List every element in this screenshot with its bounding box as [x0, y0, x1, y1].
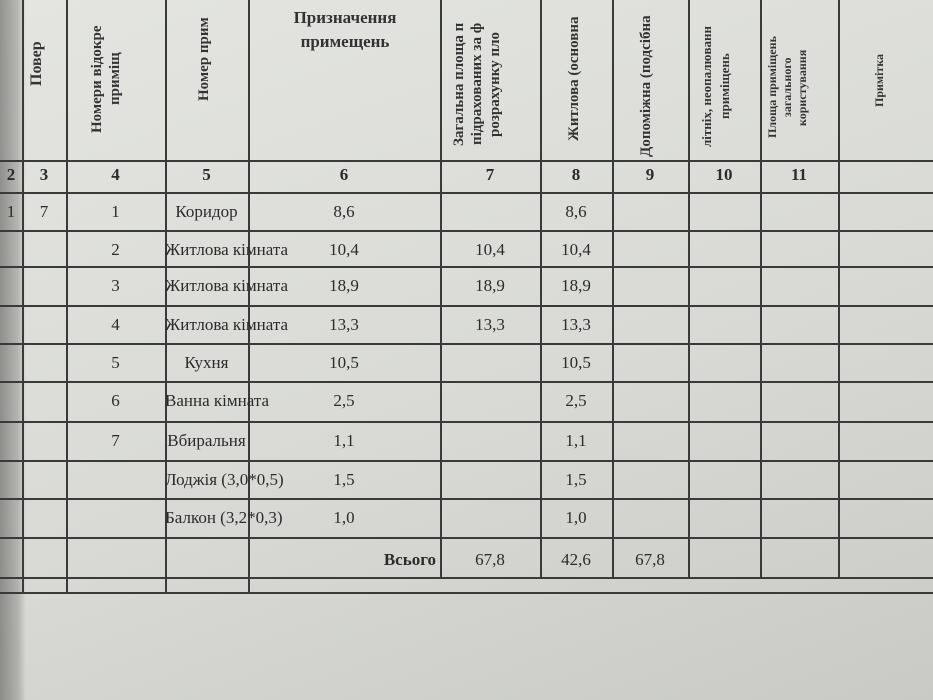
header-auxiliary-area: Допоміжна (подсібна [638, 15, 654, 158]
row-floor: 1 [6, 202, 16, 221]
row-living: 18,9 [475, 276, 505, 295]
row-living: 10,4 [475, 240, 505, 259]
column-number: 11 [790, 165, 808, 184]
table-row-line [0, 160, 933, 162]
row-total: 13,3 [329, 315, 359, 334]
table-column-line [22, 0, 24, 592]
page-edge-shadow [0, 0, 26, 700]
row-total: 10,4 [329, 240, 359, 259]
row-name: Коридор [175, 202, 238, 221]
table-row-line [0, 537, 933, 539]
row-aux: 1,1 [565, 431, 587, 450]
row-aux: 13,3 [561, 315, 591, 334]
row-total: 1,5 [333, 470, 355, 489]
row-num: 5 [111, 353, 120, 372]
row-name: Житлова кімната [165, 315, 289, 334]
row-aux: 1,5 [565, 470, 587, 489]
table-row-line [0, 343, 933, 345]
table-column-line [440, 0, 442, 577]
column-number: 9 [645, 165, 655, 184]
row-total: 1,0 [333, 508, 355, 527]
total-living: 42,6 [561, 550, 591, 569]
row-living: 13,3 [475, 315, 505, 334]
column-number: 7 [485, 165, 495, 184]
row-total: 8,6 [333, 202, 355, 221]
table-column-line [540, 0, 542, 577]
table-row-line [0, 305, 933, 307]
total-label: Всього [383, 550, 436, 569]
row-name: Лоджія (3,0*0,5) [165, 470, 284, 489]
row-aux: 2,5 [565, 391, 587, 410]
table-row-line [0, 230, 933, 232]
row-name: Балкон (3,2*0,3) [165, 508, 283, 527]
row-num: 3 [111, 276, 120, 295]
header-living-area: Житлова (основна [566, 16, 582, 142]
row-name: Житлова кімната [165, 276, 289, 295]
header-total-area: Загальна площа п підрахованих за ф розраху… [451, 22, 503, 146]
header-room-number: Номер прим [196, 17, 212, 101]
column-number: 8 [571, 165, 581, 184]
row-name: Ванна кімната [165, 391, 270, 410]
row-aux: 8,6 [565, 202, 587, 221]
header-room-purpose: Призначення примещень [293, 8, 397, 51]
row-num: 1 [111, 202, 120, 221]
table-row-line [0, 592, 933, 594]
table-column-line [838, 0, 840, 577]
row-name: Вбиральня [167, 431, 246, 450]
table-row-line [0, 266, 933, 268]
row-num: 6 [111, 391, 120, 410]
row-num: 7 [111, 431, 120, 450]
table-column-line [248, 0, 250, 592]
row-total: 1,1 [333, 431, 355, 450]
column-number: 10 [715, 165, 733, 184]
header-apartment-numbers: Номери відокре приміщ [89, 25, 123, 133]
header-common-area: Площа приміщень загального користування [765, 36, 809, 139]
table-column-line [165, 0, 167, 592]
row-name: Житлова кімната [165, 240, 289, 259]
table-row-line [0, 421, 933, 423]
table-row-line [0, 381, 933, 383]
row-aux: 10,5 [561, 353, 591, 372]
column-number: 5 [202, 165, 211, 184]
header-summer-rooms: літніх, неопалюванн приміщень [699, 26, 732, 147]
table-column-line [688, 0, 690, 577]
table-row-line [0, 498, 933, 500]
table-row-line [0, 460, 933, 462]
row-total: 10,5 [329, 353, 359, 372]
total-area: 67,8 [475, 550, 505, 569]
total-aux: 67,8 [635, 550, 665, 569]
row-name: Кухня [184, 353, 229, 372]
column-number: 2 [6, 165, 16, 184]
row-total: 2,5 [333, 391, 355, 410]
row-num: 2 [111, 240, 120, 259]
row-aux: 10,4 [561, 240, 591, 259]
table-column-line [66, 0, 68, 592]
row-total: 18,9 [329, 276, 359, 295]
row-aux: 18,9 [561, 276, 591, 295]
column-number: 4 [111, 165, 120, 184]
column-number: 6 [339, 165, 349, 184]
header-floor: Повер [28, 41, 45, 87]
row-num: 4 [111, 315, 120, 334]
row-aux: 1,0 [565, 508, 587, 527]
table-column-line [760, 0, 762, 577]
column-number: 3 [39, 165, 49, 184]
header-note: Примітка [872, 53, 886, 107]
table-row-line [0, 192, 933, 194]
row-apt: 7 [39, 202, 49, 221]
table-column-line [612, 0, 614, 577]
table-row-line [0, 577, 933, 579]
